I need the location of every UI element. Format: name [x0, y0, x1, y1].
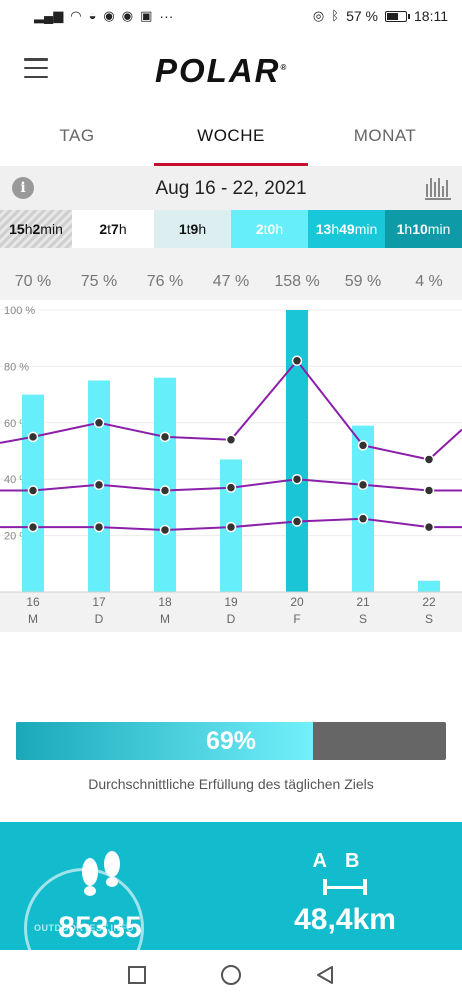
y-tick-label: 80 % [4, 361, 29, 373]
x-tick-label: 17 [92, 595, 106, 609]
distance-icon: AB [312, 850, 378, 872]
duration-high: 13 h 49 min [308, 210, 385, 248]
tab-woche[interactable]: WOCHE [154, 104, 308, 166]
trend-point [357, 479, 369, 491]
menu-icon[interactable] [24, 58, 48, 78]
instagram-icon: ▣ [140, 8, 153, 23]
clock: 18:11 [414, 8, 448, 24]
bar-value-label: 47 % [213, 273, 249, 290]
tab-tag[interactable]: TAG [59, 126, 95, 145]
app-bar: POLAR® [0, 32, 462, 104]
duration-very-high: 1 h 10 min [385, 210, 462, 248]
x-tick-label: 19 [224, 595, 238, 609]
home-button[interactable] [220, 964, 242, 986]
bar-value-label: 75 % [81, 273, 117, 290]
trend-point [423, 454, 435, 465]
y-tick-label: 100 % [4, 305, 35, 317]
more-notifications: ··· [159, 8, 174, 24]
weekday-label: F [293, 612, 300, 626]
trend-point [225, 521, 237, 533]
bar-value-label: 4 % [415, 273, 443, 290]
trend-point [27, 485, 39, 496]
trend-point [27, 431, 39, 443]
activity-bar [154, 377, 176, 592]
date-range[interactable]: Aug 16 - 22, 2021 [155, 178, 307, 199]
trend-point [357, 440, 369, 451]
x-tick-label: 20 [290, 595, 304, 609]
trend-point [93, 417, 105, 429]
goal-progress-bar: 69% [16, 722, 446, 760]
trend-point [423, 521, 435, 533]
back-button[interactable] [314, 964, 336, 986]
activity-bar [352, 425, 374, 592]
trend-point [291, 516, 303, 527]
trend-point [225, 434, 237, 445]
chrome-icon-2: ◉ [121, 8, 134, 23]
distance-stat[interactable]: AB 48,4km [260, 850, 430, 937]
weekday-label: S [425, 612, 433, 626]
bar-value-label: 70 % [15, 273, 51, 290]
trend-point [93, 521, 105, 533]
signal-icon: ▂▄▆ [34, 8, 64, 23]
trend-point [27, 521, 39, 533]
battery-icon [385, 10, 410, 22]
chart-type-icon[interactable] [424, 174, 452, 202]
weekday-label: S [359, 612, 367, 626]
weekday-label: M [160, 612, 170, 626]
goal-progress-value: 69% [205, 727, 257, 755]
goal-progress-caption: Durchschnittliche Erfüllung des tägliche… [88, 776, 374, 792]
polar-logo: POLAR® [155, 52, 289, 89]
trend-point [423, 485, 435, 496]
wifi-icon: ◠ [70, 8, 82, 23]
trend-point [225, 482, 237, 493]
activity-bar [286, 310, 308, 592]
x-tick-label: 22 [422, 595, 436, 609]
weekly-activity-chart[interactable]: 100 %80 %60 %40 %20 %70 % 75 % 76 % 47 % 158… [0, 248, 462, 645]
weekday-label: D [227, 612, 236, 626]
recent-apps-button[interactable] [126, 964, 148, 986]
weekday-label: D [95, 612, 104, 626]
x-tick-label: 18 [158, 595, 172, 609]
spacer [0, 632, 462, 722]
duration-sleep: 15 h 2 min [0, 210, 72, 248]
distance-bar-icon [323, 879, 367, 895]
bluetooth-icon: ᛒ [331, 8, 340, 23]
status-bar: ▂▄▆ ◠ ◒ ◉ ◉ ▣ ··· ◎ ᛒ 57 % 18:11 [0, 0, 462, 32]
battery-percent: 57 % [346, 8, 378, 24]
bar-value-label: 59 % [345, 273, 381, 290]
eye-icon: ◎ [312, 8, 325, 23]
date-row: i Aug 16 - 22, 2021 [0, 166, 462, 210]
tab-monat[interactable]: MONAT [353, 126, 417, 145]
bar-value-label: 76 % [147, 273, 183, 290]
trend-point [93, 479, 105, 491]
activity-bar [418, 580, 440, 592]
trend-point [159, 524, 171, 536]
distance-value: 48,4km [294, 903, 396, 936]
status-bar-left: ▂▄▆ ◠ ◒ ◉ ◉ ▣ ··· [34, 8, 173, 24]
x-tick-label: 16 [26, 595, 40, 609]
trend-point [159, 431, 171, 443]
system-nav-bar [0, 950, 462, 1000]
x-tick-label: 21 [356, 595, 370, 609]
period-tabs: TAG WOCHE MONAT [0, 104, 462, 166]
chrome-icon: ◉ [103, 8, 115, 23]
goal-progress-fill [16, 722, 313, 760]
trend-point [357, 513, 369, 524]
info-icon[interactable]: i [12, 177, 34, 199]
trend-point [291, 473, 303, 485]
trend-point [159, 485, 171, 496]
status-bar-right: ◎ ᛒ 57 % 18:11 [313, 8, 448, 24]
weekday-label: M [28, 612, 38, 626]
bar-value-label: 158 % [274, 273, 319, 290]
app-notification-icon: ◒ [88, 8, 97, 23]
trend-point [291, 355, 303, 367]
